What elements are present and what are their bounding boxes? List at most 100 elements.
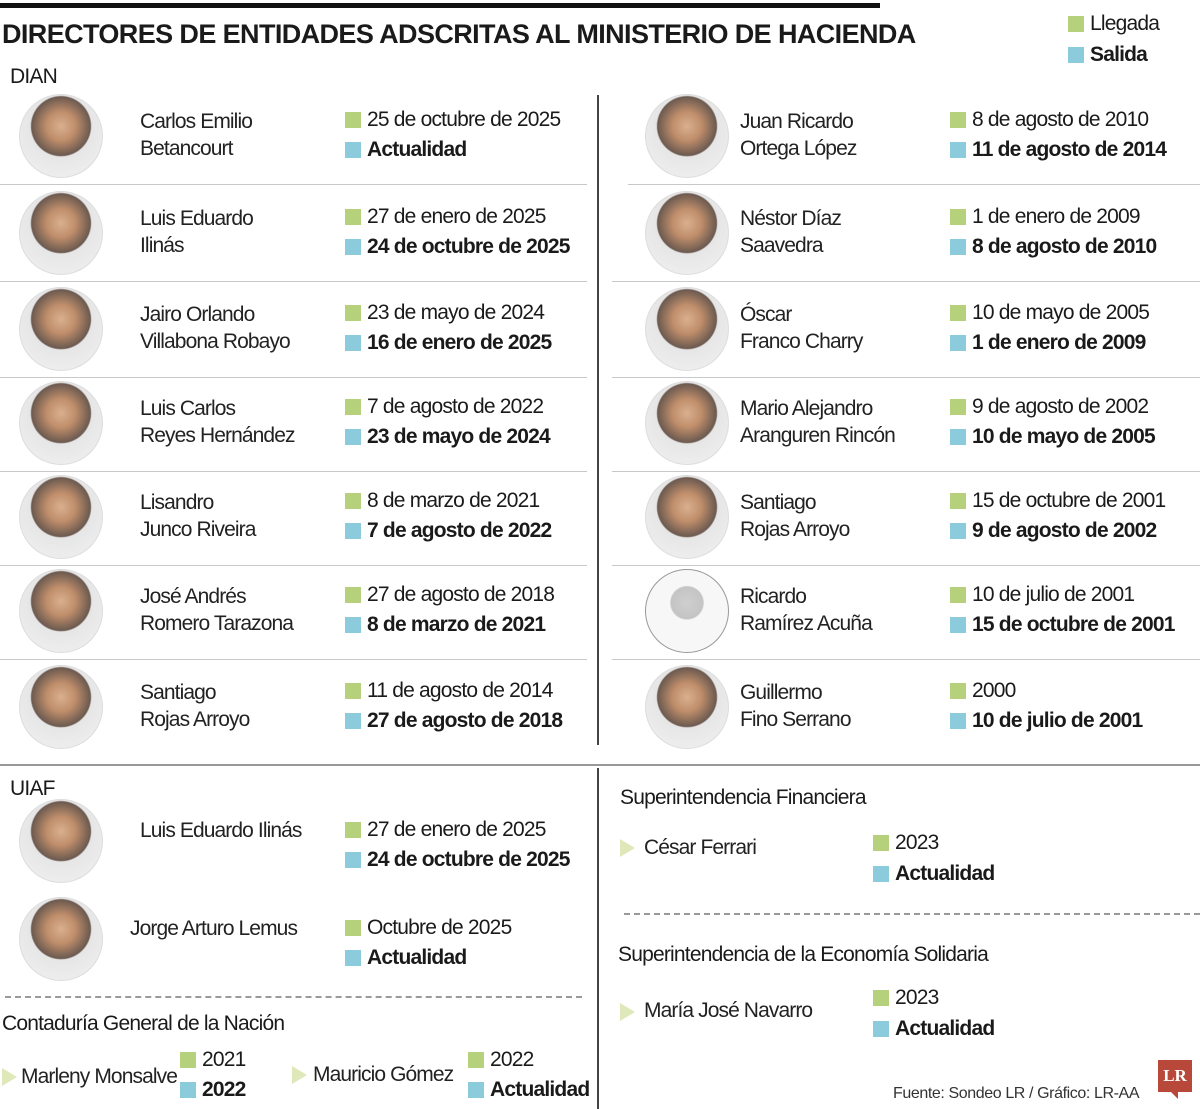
row-separator [0, 471, 587, 472]
dashed-divider [5, 996, 582, 998]
person-name: Rojas Arroyo [740, 518, 850, 541]
arrival-date: 2000 [950, 676, 1016, 706]
departure-date-text: Actualidad [490, 1078, 590, 1101]
departure-date-text: Actualidad [895, 862, 995, 885]
avatar [19, 475, 103, 559]
arrival-date-text: 27 de enero de 2025 [367, 205, 546, 228]
arrival-date-text: Octubre de 2025 [367, 916, 512, 939]
top-rule [0, 3, 880, 8]
person-name: Mauricio Gómez [313, 1063, 454, 1086]
departure-date: 1 de enero de 2009 [950, 328, 1146, 358]
arrival-date-text: 27 de agosto de 2018 [367, 583, 555, 606]
departure-date-text: 10 de mayo de 2005 [972, 425, 1156, 448]
person-name: Mario Alejandro [740, 397, 873, 420]
departure-swatch [950, 239, 966, 256]
departure-date-text: Actualidad [367, 138, 467, 161]
person-name: Marleny Monsalve [21, 1065, 178, 1088]
departure-date-text: 15 de octubre de 2001 [972, 613, 1175, 636]
arrival-swatch [950, 209, 966, 226]
departure-date-text: 9 de agosto de 2002 [972, 519, 1157, 542]
departure-swatch [345, 523, 361, 540]
person-name: Fino Serrano [740, 708, 852, 731]
arrival-date-text: 2000 [972, 679, 1016, 702]
person-name: Juan Ricardo [740, 110, 854, 133]
row-separator [0, 659, 587, 660]
arrival-date: 2022 [468, 1045, 534, 1075]
departure-swatch [345, 429, 361, 446]
arrival-swatch [950, 112, 966, 129]
arrival-date: 2023 [873, 983, 939, 1013]
departure-date: 23 de mayo de 2024 [345, 422, 551, 452]
departure-date: Actualidad [873, 859, 995, 889]
departure-swatch [950, 713, 966, 730]
arrival-swatch [1068, 16, 1084, 33]
arrival-date: 27 de enero de 2025 [345, 202, 546, 232]
arrival-swatch [950, 305, 966, 322]
departure-date: 27 de agosto de 2018 [345, 706, 563, 736]
departure-date-text: Actualidad [367, 946, 467, 969]
person-name: Santiago [140, 681, 217, 704]
person-name: José Andrés [140, 585, 247, 608]
arrival-swatch [873, 990, 889, 1007]
departure-swatch [180, 1082, 196, 1099]
arrival-date-text: 8 de agosto de 2010 [972, 108, 1149, 131]
arrival-swatch [180, 1052, 196, 1069]
avatar [19, 287, 103, 371]
arrival-date-text: 9 de agosto de 2002 [972, 395, 1149, 418]
departure-date-text: Actualidad [895, 1017, 995, 1040]
person-name: Luis Carlos [140, 397, 236, 420]
arrival-swatch [345, 209, 361, 226]
arrival-swatch [950, 587, 966, 604]
departure-swatch [950, 523, 966, 540]
arrival-date: 25 de octubre de 2025 [345, 105, 561, 135]
arrival-date-text: 2023 [895, 831, 939, 854]
person-name: Jairo Orlando [140, 303, 255, 326]
avatar [19, 381, 103, 465]
departure-date-text: 10 de julio de 2001 [972, 709, 1143, 732]
avatar [645, 287, 729, 371]
arrival-date-text: 7 de agosto de 2022 [367, 395, 544, 418]
arrival-date-text: 25 de octubre de 2025 [367, 108, 561, 131]
person-name: Guillermo [740, 681, 823, 704]
departure-date-text: 2022 [202, 1078, 246, 1101]
row-separator [0, 377, 587, 378]
arrival-swatch [950, 683, 966, 700]
departure-date: 8 de agosto de 2010 [950, 232, 1157, 262]
arrival-swatch [468, 1052, 484, 1069]
avatar [645, 191, 729, 275]
departure-swatch [345, 713, 361, 730]
departure-swatch [345, 617, 361, 634]
person-name: Saavedra [740, 234, 824, 257]
departure-date: 7 de agosto de 2022 [345, 516, 552, 546]
departure-swatch [950, 335, 966, 352]
row-separator [0, 281, 587, 282]
arrival-date: 7 de agosto de 2022 [345, 392, 544, 422]
legend-arrival-label: Llegada [1090, 12, 1160, 35]
person-name: Carlos Emilio [140, 110, 253, 133]
person-name: Junco Riveira [140, 518, 256, 541]
legend-arrival: Llegada [1068, 12, 1160, 36]
bullet-triangle-icon [2, 1068, 17, 1086]
departure-swatch [950, 142, 966, 159]
departure-swatch [345, 335, 361, 352]
person-name: Ramírez Acuña [740, 612, 873, 635]
arrival-swatch [950, 493, 966, 510]
arrival-swatch [345, 683, 361, 700]
person-name: Lisandro [140, 491, 214, 514]
bullet-triangle-icon [620, 839, 635, 857]
avatar [19, 799, 103, 883]
departure-swatch [950, 617, 966, 634]
avatar [19, 665, 103, 749]
departure-date: 8 de marzo de 2021 [345, 610, 546, 640]
arrival-date-text: 27 de enero de 2025 [367, 818, 546, 841]
row-separator [612, 471, 1200, 472]
departure-date-text: 1 de enero de 2009 [972, 331, 1146, 354]
departure-swatch [468, 1082, 484, 1099]
avatar [19, 94, 103, 178]
lr-logo: LR [1158, 1060, 1192, 1099]
legend-departure: Salida [1068, 43, 1148, 67]
arrival-date-text: 11 de agosto de 2014 [367, 679, 553, 702]
arrival-date-text: 10 de mayo de 2005 [972, 301, 1150, 324]
person-name: Aranguren Rincón [740, 424, 896, 447]
departure-date: 16 de enero de 2025 [345, 328, 552, 358]
